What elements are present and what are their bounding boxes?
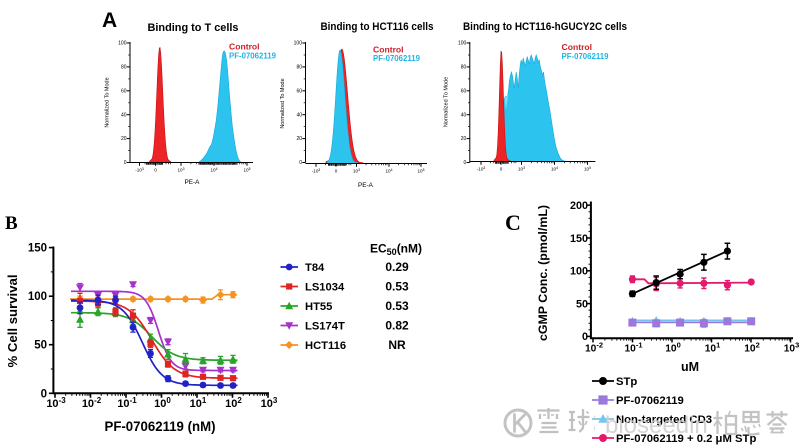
svg-text:105: 105 [243, 167, 250, 173]
svg-text:100: 100 [28, 291, 47, 303]
svg-text:A: A [102, 9, 117, 32]
svg-text:uM: uM [681, 360, 699, 374]
svg-text:PE-A: PE-A [358, 182, 374, 189]
svg-text:Non-targeted CD3: Non-targeted CD3 [616, 414, 712, 426]
svg-text:40: 40 [121, 112, 127, 118]
svg-text:C: C [505, 210, 521, 235]
svg-text:20: 20 [121, 136, 127, 142]
svg-text:T84: T84 [305, 262, 325, 274]
svg-text:100: 100 [294, 41, 303, 47]
svg-text:0: 0 [124, 160, 127, 166]
svg-text:50: 50 [34, 340, 47, 352]
svg-text:PF-07062119 + 0.2 μM STp: PF-07062119 + 0.2 μM STp [616, 433, 756, 445]
svg-text:PF-07062119: PF-07062119 [562, 51, 609, 61]
svg-text:104: 104 [210, 167, 217, 173]
svg-text:150: 150 [570, 233, 588, 245]
svg-text:100: 100 [458, 41, 467, 47]
svg-text:80: 80 [461, 65, 467, 71]
svg-text:0: 0 [41, 388, 47, 400]
svg-text:Normalized To Mode: Normalized To Mode [444, 77, 450, 127]
svg-text:0.53: 0.53 [385, 280, 409, 294]
svg-text:-103: -103 [312, 168, 321, 174]
svg-text:0.82: 0.82 [385, 319, 409, 333]
svg-text:100: 100 [118, 41, 127, 47]
svg-text:STp: STp [616, 376, 637, 388]
svg-text:PF-07062119: PF-07062119 [616, 395, 684, 407]
svg-text:40: 40 [296, 112, 302, 118]
svg-text:105: 105 [584, 166, 591, 172]
svg-text:20: 20 [296, 136, 302, 142]
svg-text:80: 80 [121, 65, 127, 71]
svg-text:40: 40 [461, 112, 467, 118]
svg-text:60: 60 [121, 88, 127, 94]
svg-text:Control: Control [229, 42, 260, 52]
svg-text:Binding to HCT116 cells: Binding to HCT116 cells [321, 21, 434, 33]
svg-text:B: B [5, 213, 18, 234]
svg-text:0: 0 [299, 160, 302, 166]
svg-text:-103: -103 [477, 166, 486, 172]
svg-text:0.29: 0.29 [385, 260, 409, 274]
svg-text:Binding to T cells: Binding to T cells [148, 22, 239, 34]
svg-text:0: 0 [582, 331, 588, 343]
svg-text:LS174T: LS174T [305, 321, 345, 333]
svg-text:LS1034: LS1034 [305, 282, 345, 294]
svg-text:Binding to HCT116-hGUCY2C cel: Binding to HCT116-hGUCY2C cells [463, 21, 627, 33]
svg-text:80: 80 [296, 65, 302, 71]
svg-text:Normalized To Mode: Normalized To Mode [280, 78, 286, 128]
svg-text:PF-07062119: PF-07062119 [373, 53, 420, 63]
svg-text:103: 103 [353, 168, 360, 174]
svg-text:cGMP Conc. (pmol/mL): cGMP Conc. (pmol/mL) [536, 205, 550, 341]
svg-text:PF-07062119 (nM): PF-07062119 (nM) [105, 418, 216, 434]
svg-text:EC50(nM): EC50(nM) [370, 242, 422, 258]
svg-text:200: 200 [570, 200, 588, 212]
svg-text:0.53: 0.53 [385, 299, 409, 313]
svg-text:104: 104 [385, 168, 392, 174]
svg-text:60: 60 [296, 88, 302, 94]
svg-text:60: 60 [461, 88, 467, 94]
svg-text:0: 0 [154, 168, 157, 173]
svg-text:Control: Control [373, 45, 404, 55]
svg-text:105: 105 [417, 168, 424, 174]
svg-text:Control: Control [562, 42, 593, 52]
svg-text:PE-A: PE-A [185, 179, 201, 186]
svg-text:103: 103 [518, 166, 525, 172]
svg-text:50: 50 [576, 298, 588, 310]
svg-text:0: 0 [335, 169, 338, 174]
svg-text:HT55: HT55 [305, 301, 332, 313]
svg-text:150: 150 [28, 243, 47, 255]
svg-text:bioseedin: bioseedin [605, 412, 708, 439]
svg-text:-103: -103 [135, 167, 144, 173]
svg-text:103: 103 [177, 167, 184, 173]
svg-text:20: 20 [461, 136, 467, 142]
svg-text:% Cell survival: % Cell survival [5, 274, 20, 367]
svg-text:104: 104 [551, 166, 558, 172]
svg-text:0: 0 [464, 160, 467, 166]
svg-text:0: 0 [500, 167, 503, 172]
svg-text:Normalized To Mode: Normalized To Mode [105, 77, 111, 127]
svg-text:100: 100 [570, 266, 588, 278]
svg-text:NR: NR [388, 338, 406, 352]
svg-text:PF-07062119: PF-07062119 [229, 51, 276, 61]
svg-text:HCT116: HCT116 [305, 340, 346, 352]
